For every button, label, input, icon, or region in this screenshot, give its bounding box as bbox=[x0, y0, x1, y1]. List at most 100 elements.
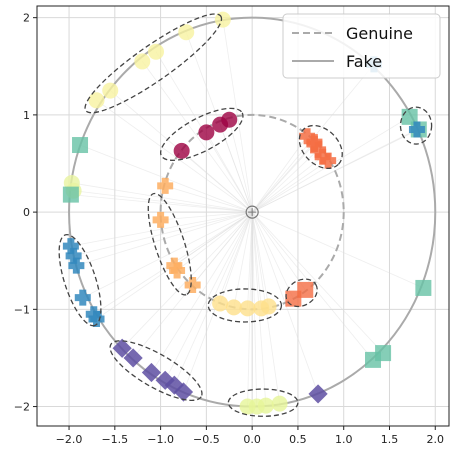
connector-line bbox=[219, 211, 253, 304]
data-point-circle bbox=[148, 43, 165, 60]
legend-genuine-label: Genuine bbox=[346, 24, 413, 43]
data-point-circle bbox=[173, 142, 190, 159]
data-point-circle bbox=[221, 111, 238, 128]
data-point-diamond bbox=[173, 382, 194, 402]
data-point-plus bbox=[306, 134, 323, 151]
connector-line bbox=[73, 211, 253, 257]
data-point-circle bbox=[102, 82, 119, 99]
data-point-circle bbox=[260, 298, 277, 315]
data-point-plus bbox=[88, 311, 105, 328]
connector-line bbox=[228, 119, 253, 213]
connector-line bbox=[251, 156, 323, 213]
data-point-circle bbox=[257, 397, 274, 414]
cluster-ellipse bbox=[298, 124, 343, 170]
cluster-ellipse bbox=[147, 192, 192, 296]
cluster-ellipse bbox=[285, 278, 318, 308]
connector-line bbox=[70, 194, 253, 213]
data-point-plus bbox=[320, 152, 337, 169]
data-point-circle bbox=[198, 124, 215, 141]
connector-line bbox=[251, 212, 270, 307]
cluster-ellipses bbox=[58, 13, 433, 417]
y-tick-label: 0 bbox=[23, 206, 30, 219]
connector-line bbox=[251, 211, 294, 299]
data-point-circle bbox=[239, 300, 256, 317]
data-point-circle bbox=[134, 53, 151, 70]
data-point-plus bbox=[152, 211, 169, 228]
data-point-plus bbox=[65, 247, 82, 264]
connector-line bbox=[96, 99, 253, 213]
data-point-circle bbox=[271, 395, 288, 412]
connector-line bbox=[251, 211, 384, 354]
data-point-plus bbox=[299, 128, 316, 145]
cluster-ellipse bbox=[58, 233, 102, 327]
data-point-square bbox=[365, 351, 382, 368]
connector-line bbox=[164, 211, 253, 381]
data-point-plus bbox=[408, 121, 425, 138]
x-tick-label: 1.5 bbox=[381, 433, 399, 446]
y-tick-label: −1 bbox=[14, 303, 30, 316]
center-circle bbox=[245, 205, 259, 219]
cluster-ellipse bbox=[159, 107, 244, 161]
data-point-circle bbox=[212, 295, 229, 312]
data-point-diamond bbox=[164, 375, 184, 395]
connector-line bbox=[165, 185, 253, 213]
x-tick-label: −0.5 bbox=[193, 433, 220, 446]
data-point-plus bbox=[74, 289, 91, 306]
data-point-plus bbox=[310, 141, 327, 158]
data-point-diamond bbox=[141, 362, 162, 383]
connector-lines bbox=[70, 19, 424, 407]
y-tick-label: −2 bbox=[14, 401, 30, 414]
data-point-square bbox=[297, 281, 314, 298]
data-point-square bbox=[401, 108, 418, 125]
data-point-diamond bbox=[308, 384, 328, 404]
connector-line bbox=[206, 132, 253, 213]
data-points bbox=[62, 11, 432, 415]
cluster-ellipse bbox=[227, 388, 299, 417]
x-tick-label: 2.0 bbox=[427, 433, 445, 446]
connector-line bbox=[160, 211, 253, 221]
data-point-circle bbox=[178, 24, 195, 41]
connector-line bbox=[141, 61, 253, 213]
data-point-square bbox=[62, 186, 79, 203]
connector-line bbox=[82, 211, 253, 299]
connector-line bbox=[251, 149, 319, 213]
data-point-circle bbox=[214, 11, 231, 28]
data-point-square bbox=[72, 137, 89, 154]
cluster-ellipse bbox=[84, 13, 223, 114]
connector-line bbox=[251, 136, 308, 213]
axis-ticks: −2.0 −1.5 −1.0 −0.5 0.0 0.5 1.0 1.5 2.0 −2 −1 0 1 2 bbox=[14, 12, 444, 446]
data-point-square bbox=[415, 279, 432, 296]
connector-line bbox=[251, 129, 418, 213]
center-marker bbox=[245, 205, 259, 219]
cluster-ellipse bbox=[399, 106, 433, 145]
data-point-diamond bbox=[123, 348, 143, 368]
legend-fake-label: Fake bbox=[346, 52, 382, 71]
connector-line bbox=[181, 150, 253, 213]
data-point-plus bbox=[157, 177, 174, 194]
data-point-diamond bbox=[112, 338, 132, 358]
connector-line bbox=[251, 160, 329, 213]
legend: Genuine Fake bbox=[282, 13, 441, 79]
connector-line bbox=[233, 212, 253, 308]
data-point-diamond bbox=[155, 370, 175, 390]
data-point-circle bbox=[225, 299, 242, 316]
data-point-circle bbox=[88, 92, 105, 109]
cluster-ellipse bbox=[109, 340, 203, 401]
plot-frame bbox=[36, 5, 450, 427]
y-tick-label: 2 bbox=[23, 12, 30, 25]
connector-line bbox=[251, 211, 306, 291]
data-point-plus bbox=[169, 262, 186, 279]
connector-line bbox=[73, 190, 253, 213]
x-tick-label: 0.0 bbox=[243, 433, 261, 446]
connector-line bbox=[251, 211, 424, 289]
x-tick-label: −2.0 bbox=[56, 433, 83, 446]
x-tick-label: 0.5 bbox=[289, 433, 307, 446]
data-point-plus bbox=[184, 277, 201, 294]
x-tick-label: −1.0 bbox=[147, 433, 174, 446]
x-tick-label: 1.0 bbox=[335, 433, 353, 446]
data-point-plus bbox=[68, 257, 85, 274]
data-point-plus bbox=[314, 148, 331, 165]
connector-line bbox=[173, 211, 253, 386]
x-tick-label: −1.5 bbox=[101, 433, 128, 446]
